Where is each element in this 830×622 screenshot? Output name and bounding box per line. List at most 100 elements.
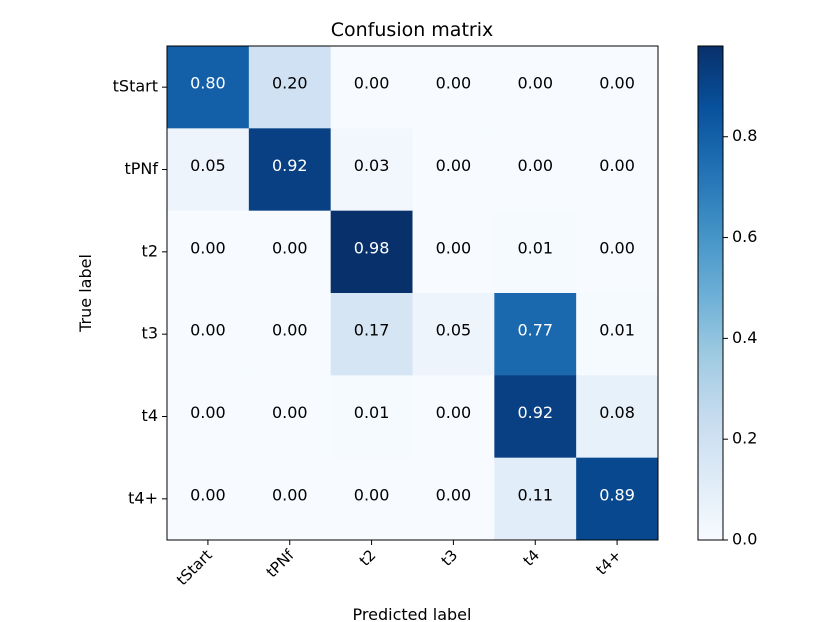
heatmap-cell: [248, 293, 332, 376]
cell-value-label: 0.92: [272, 156, 308, 175]
cell-value-label: 0.00: [272, 485, 308, 504]
heatmap-cell: [167, 293, 250, 376]
cell-value-label: 0.00: [272, 403, 308, 422]
cell-value-label: 0.00: [436, 74, 472, 93]
cell-value-label: 0.05: [190, 156, 226, 175]
x-tick-label: t2: [356, 546, 380, 570]
cell-value-label: 0.00: [190, 238, 226, 257]
heatmap-cell: [412, 210, 495, 294]
cell-value-label: 0.00: [599, 156, 635, 175]
cell-value-label: 0.03: [354, 156, 390, 175]
colorbar-tick-label: 0.6: [732, 227, 757, 246]
cell-value-label: 0.00: [190, 485, 226, 504]
cell-value-label: 0.77: [517, 321, 553, 340]
heatmap-cell: [576, 46, 659, 129]
cell-value-label: 0.00: [517, 74, 553, 93]
heatmap-cell: [167, 128, 250, 212]
cell-value-label: 0.80: [190, 74, 226, 93]
cell-value-label: 0.89: [599, 485, 635, 504]
heatmap-cell: [412, 457, 495, 541]
y-tick-label: t4: [142, 406, 158, 425]
x-tick-label: tStart: [173, 546, 216, 589]
colorbar: [697, 45, 724, 541]
heatmap-cell: [576, 128, 659, 212]
y-tick-label: tPNf: [124, 159, 158, 178]
cell-value-label: 0.00: [436, 238, 472, 257]
cell-value-label: 0.00: [436, 403, 472, 422]
heatmap-cell: [330, 210, 413, 294]
cell-value-label: 0.00: [436, 485, 472, 504]
heatmap-cell: [576, 375, 659, 459]
heatmap-cell: [248, 457, 332, 541]
x-tick-label: t3: [438, 546, 462, 570]
cell-value-label: 0.11: [517, 485, 553, 504]
colorbar-ticks: 0.0 0.2 0.4 0.6 0.8: [723, 126, 757, 549]
heatmap-cell: [248, 128, 332, 212]
heatmap-cell: [494, 293, 577, 376]
cell-value-label: 0.00: [272, 321, 308, 340]
y-axis-ticks: tStart tPNf t2 t3 t4 t4+: [113, 77, 167, 507]
y-axis-label: True label: [76, 254, 95, 333]
x-tick-label: tPNf: [263, 546, 298, 581]
heatmap-cell: [494, 457, 577, 541]
cell-value-label: 0.08: [599, 403, 635, 422]
cell-value-label: 0.00: [354, 74, 390, 93]
heatmap-cell-labels: 0.80 0.20 0.00 0.00 0.00 0.00 0.05 0.92 0.03 0.00…: [190, 74, 635, 505]
heatmap-cell: [576, 293, 659, 376]
heatmap-cell: [576, 210, 659, 294]
cell-value-label: 0.01: [354, 403, 390, 422]
chart-title: Confusion matrix: [331, 19, 493, 41]
cell-value-label: 0.00: [599, 74, 635, 93]
cell-value-label: 0.00: [190, 321, 226, 340]
colorbar-tick-label: 0.2: [732, 429, 757, 448]
cell-value-label: 0.20: [272, 74, 308, 93]
heatmap-cell: [494, 375, 577, 459]
heatmap-cell: [167, 457, 250, 541]
heatmap-cells: [167, 46, 659, 541]
x-tick-label: t4+: [592, 546, 625, 579]
heatmap-cell: [576, 457, 659, 541]
x-axis-ticks: tStart tPNf t2 t3 t4 t4+: [173, 540, 625, 589]
cell-value-label: 0.00: [436, 156, 472, 175]
heatmap-cell: [167, 210, 250, 294]
plot-frame: [166, 45, 659, 541]
heatmap-cell: [248, 375, 332, 459]
cell-value-label: 0.01: [517, 238, 553, 257]
cell-value-label: 0.01: [599, 321, 635, 340]
y-tick-label: t2: [142, 241, 158, 260]
colorbar-tick-label: 0.8: [732, 126, 757, 145]
y-tick-label: tStart: [113, 77, 158, 96]
heatmap-cell: [167, 375, 250, 459]
heatmap-cell: [330, 128, 413, 212]
cell-value-label: 0.00: [517, 156, 553, 175]
heatmap-cell: [330, 46, 413, 129]
heatmap-cell: [330, 375, 413, 459]
heatmap-cell: [248, 46, 332, 129]
heatmap-cell: [494, 128, 577, 212]
heatmap-cell: [330, 457, 413, 541]
heatmap-cell: [412, 375, 495, 459]
heatmap-cell: [167, 46, 250, 129]
heatmap-cell: [412, 293, 495, 376]
y-tick-label: t4+: [128, 488, 158, 507]
y-tick-label: t3: [142, 324, 158, 343]
colorbar-tick-label: 0.4: [732, 328, 757, 347]
x-axis-label: Predicted label: [353, 605, 472, 622]
cell-value-label: 0.00: [599, 238, 635, 257]
heatmap-cell: [412, 128, 495, 212]
colorbar-tick-label: 0.0: [732, 530, 757, 549]
heatmap-cell: [330, 293, 413, 376]
heatmap-cell: [494, 210, 577, 294]
x-tick-label: t4: [519, 546, 543, 570]
cell-value-label: 0.05: [436, 321, 472, 340]
cell-value-label: 0.98: [354, 238, 390, 257]
cell-value-label: 0.00: [190, 403, 226, 422]
heatmap-cell: [494, 46, 577, 129]
heatmap-cell: [248, 210, 332, 294]
cell-value-label: 0.00: [272, 238, 308, 257]
cell-value-label: 0.17: [354, 321, 390, 340]
cell-value-label: 0.92: [517, 403, 553, 422]
heatmap-cell: [412, 46, 495, 129]
cell-value-label: 0.00: [354, 485, 390, 504]
